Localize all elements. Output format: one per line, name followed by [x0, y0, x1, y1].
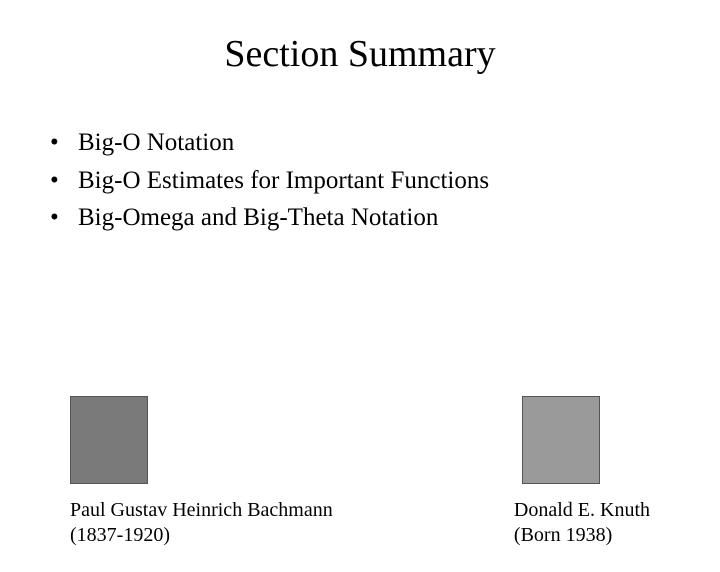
caption-right: Donald E. Knuth (Born 1938): [514, 498, 650, 548]
person-name: Paul Gustav Heinrich Bachmann: [70, 498, 333, 523]
person-right: Donald E. Knuth (Born 1938): [514, 396, 650, 548]
slide-title: Section Summary: [0, 32, 720, 76]
person-dates: (1837-1920): [70, 523, 333, 548]
person-name: Donald E. Knuth: [514, 498, 650, 523]
portrait-bachmann: [70, 396, 148, 484]
caption-left: Paul Gustav Heinrich Bachmann (1837-1920…: [70, 498, 333, 548]
portrait-knuth: [522, 396, 600, 484]
bullet-item: Big-O Estimates for Important Functions: [50, 162, 720, 200]
bullet-item: Big-O Notation: [50, 124, 720, 162]
person-left: Paul Gustav Heinrich Bachmann (1837-1920…: [70, 396, 333, 548]
people-row: Paul Gustav Heinrich Bachmann (1837-1920…: [0, 396, 720, 548]
person-dates: (Born 1938): [514, 523, 650, 548]
bullet-list: Big-O Notation Big-O Estimates for Impor…: [50, 124, 720, 237]
bullet-item: Big-Omega and Big-Theta Notation: [50, 199, 720, 237]
